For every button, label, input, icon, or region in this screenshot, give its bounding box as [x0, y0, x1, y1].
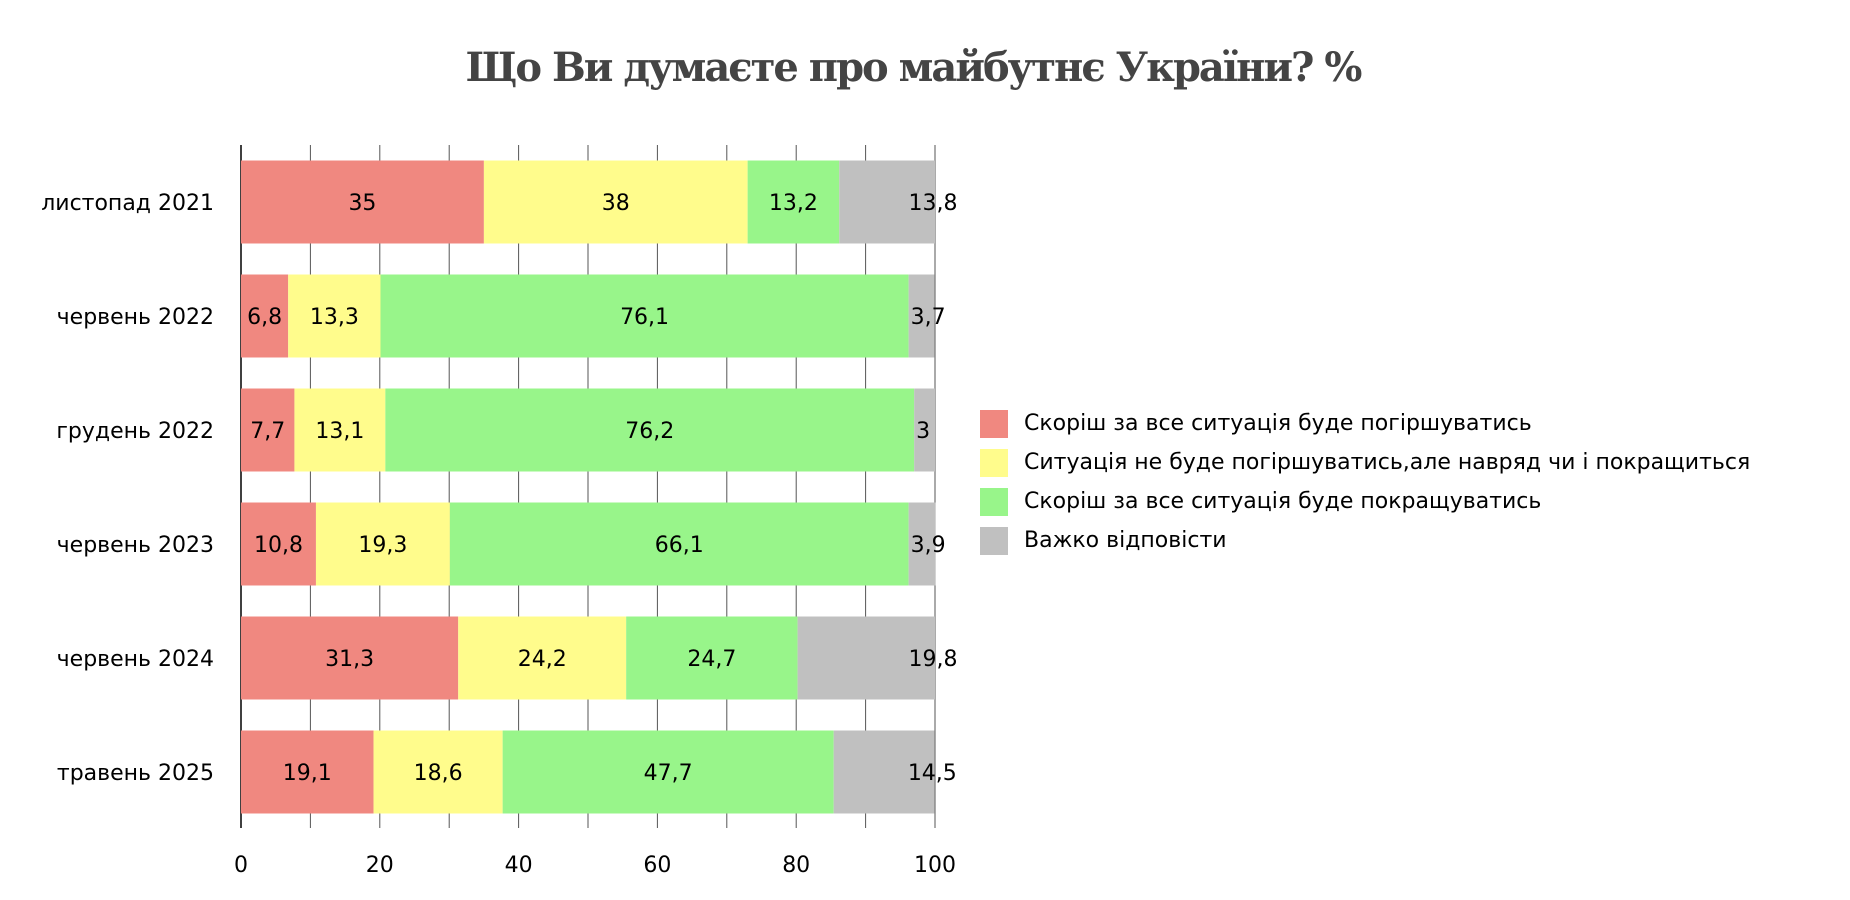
data-label: 3,7 [911, 305, 946, 330]
category-label: листопад 2021 [41, 191, 214, 216]
data-label: 14,5 [908, 761, 957, 786]
legend-label: Скоріш за все ситуація буде погіршуватис… [1024, 411, 1532, 436]
data-label: 24,2 [518, 647, 567, 672]
data-label: 7,7 [250, 419, 285, 444]
legend-label: Ситуація не буде погіршуватись,але навря… [1024, 450, 1751, 475]
data-label: 3,9 [911, 533, 946, 558]
category-label: червень 2023 [57, 533, 214, 558]
bar-segment [458, 616, 627, 700]
bar-segment [294, 388, 386, 472]
bar-segment [315, 502, 450, 586]
x-tick-label: 20 [366, 853, 394, 878]
bar-segment [241, 274, 289, 358]
bar-segment [241, 388, 295, 472]
bar-segment [380, 274, 909, 358]
legend-swatch [980, 526, 1008, 555]
category-label: червень 2022 [57, 305, 214, 330]
data-label: 13,2 [769, 191, 818, 216]
legend-item: Важко відповісти [980, 521, 1750, 560]
data-label: 24,7 [687, 647, 736, 672]
bar-segment [908, 274, 935, 358]
bar-segment [483, 160, 748, 244]
legend-item: Скоріш за все ситуація буде погіршуватис… [980, 404, 1750, 443]
bar-segment [241, 616, 459, 700]
data-label: 31,3 [325, 647, 374, 672]
data-label: 13,8 [909, 191, 958, 216]
bar-segment [908, 502, 936, 586]
category-label: грудень 2022 [56, 419, 214, 444]
bar-segment [288, 274, 381, 358]
legend-swatch [980, 448, 1008, 477]
data-label: 18,6 [414, 761, 463, 786]
x-tick-label: 60 [643, 853, 671, 878]
data-label: 13,3 [310, 305, 359, 330]
x-tick-label: 0 [234, 853, 248, 878]
data-label: 19,1 [283, 761, 332, 786]
legend-label: Важко відповісти [1024, 528, 1227, 553]
data-label: 13,1 [315, 419, 364, 444]
bar-segment [839, 160, 935, 244]
bar-segment [797, 616, 935, 700]
legend-item: Ситуація не буде погіршуватись,але навря… [980, 443, 1750, 482]
bar-segment [914, 388, 935, 472]
bar-segment [373, 730, 503, 814]
legend: Скоріш за все ситуація буде погіршуватис… [980, 404, 1750, 560]
bar-segment [241, 730, 374, 814]
bar-segment [385, 388, 915, 472]
bar-segment [241, 502, 316, 586]
data-label: 10,8 [254, 533, 303, 558]
bar-segment [502, 730, 834, 814]
bar-segment [626, 616, 798, 700]
data-label: 38 [602, 191, 630, 216]
data-label: 35 [348, 191, 376, 216]
x-tick-label: 40 [505, 853, 533, 878]
data-label: 3 [916, 419, 930, 444]
bar-segment [747, 160, 840, 244]
data-label: 47,7 [644, 761, 693, 786]
data-label: 19,8 [909, 647, 958, 672]
bar-segment [241, 160, 484, 244]
bar-segment [833, 730, 935, 814]
data-label: 76,2 [625, 419, 674, 444]
data-label: 6,8 [247, 305, 282, 330]
data-label: 19,3 [358, 533, 407, 558]
legend-item: Скоріш за все ситуація буде покращуватис… [980, 482, 1750, 521]
x-tick-label: 100 [914, 853, 956, 878]
category-label: травень 2025 [57, 761, 214, 786]
x-tick-label: 80 [782, 853, 810, 878]
legend-swatch [980, 409, 1008, 438]
bar-segment [449, 502, 909, 586]
data-label: 66,1 [655, 533, 704, 558]
legend-swatch [980, 487, 1008, 516]
legend-label: Скоріш за все ситуація буде покращуватис… [1024, 489, 1542, 514]
data-label: 76,1 [620, 305, 669, 330]
category-label: червень 2024 [57, 647, 214, 672]
chart-title: Що Ви думаєте про майбутнє України? % [465, 44, 1363, 91]
